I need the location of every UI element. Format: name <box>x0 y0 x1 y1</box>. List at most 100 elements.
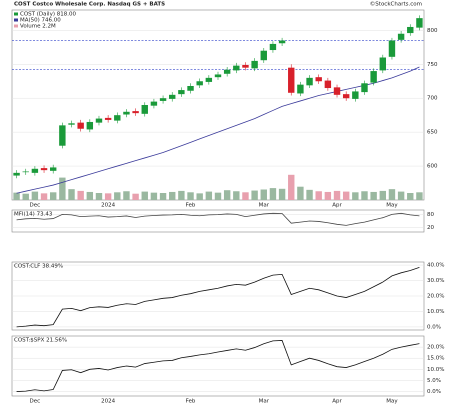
volume-bar <box>104 193 112 200</box>
candle-body <box>214 74 222 78</box>
x-tick-label: Feb <box>186 399 196 405</box>
y-tick-label: 0.0% <box>427 389 441 395</box>
y-tick-label: 10.0% <box>427 309 444 315</box>
legend-entry: COST (Daily) 818.00 <box>20 12 76 18</box>
volume-bar <box>114 192 121 200</box>
candle-body <box>132 111 139 114</box>
y-tick-label: 10.0% <box>427 367 444 373</box>
x-tick-label: May <box>386 399 398 405</box>
volume-bar <box>223 190 231 200</box>
candle-body <box>251 60 258 69</box>
candle-body <box>288 67 295 93</box>
x-tick-label: Apr <box>332 203 342 209</box>
volume-bar <box>233 191 240 200</box>
y-tick-label: 20.0% <box>427 345 444 351</box>
volume-bar <box>196 193 203 200</box>
candle-body <box>342 94 350 99</box>
panel-title: COST:$SPX 21.56% <box>14 338 67 344</box>
y-tick-label: 80 <box>427 212 434 218</box>
volume-bar <box>315 191 322 200</box>
candle-body <box>333 87 341 95</box>
candle-body <box>49 167 57 171</box>
panel-frame <box>11 9 425 201</box>
y-tick-label: 800 <box>427 28 438 34</box>
candle-body <box>196 81 203 86</box>
volume-bar <box>40 193 48 200</box>
volume-bar <box>150 192 158 200</box>
line <box>16 340 420 392</box>
x-tick-label: 2024 <box>101 203 115 209</box>
volume-bar <box>388 189 396 200</box>
candle-body <box>13 172 20 176</box>
candle-body <box>114 115 121 121</box>
candle-body <box>169 94 176 99</box>
volume-bar <box>397 191 405 200</box>
candle-body <box>59 125 66 146</box>
x-tick-label: May <box>386 203 398 209</box>
legend-entry: MA(50) 746.00 <box>20 18 61 24</box>
candle-body <box>104 117 112 120</box>
x-tick-label: 2024 <box>101 399 115 405</box>
y-tick-label: 20.0% <box>427 294 444 300</box>
x-tick-label: Apr <box>332 399 342 405</box>
candle-body <box>123 111 130 115</box>
volume-bar <box>123 191 130 200</box>
volume-bar <box>68 189 75 200</box>
x-tick-label: Mar <box>259 399 270 405</box>
volume-bar <box>95 193 103 200</box>
candle-body <box>68 123 75 125</box>
x-tick-label: Dec <box>30 203 41 209</box>
volume-bar <box>361 191 368 200</box>
y-tick-label: 40.0% <box>427 263 444 269</box>
candle-body <box>297 84 304 94</box>
legend-swatch <box>14 12 18 16</box>
volume-bar <box>288 174 295 200</box>
candle-body <box>388 40 396 57</box>
volume-bar <box>260 189 267 200</box>
candle-body <box>306 77 313 86</box>
candle-body <box>397 33 405 40</box>
candle-body <box>315 77 322 82</box>
y-tick-label: 700 <box>427 96 438 102</box>
volume-bar <box>205 191 213 200</box>
volume-bar <box>269 188 277 200</box>
volume-bar <box>22 193 29 200</box>
candle-body <box>86 121 94 130</box>
panel-title: COST:CLF 38.49% <box>14 264 63 270</box>
candle-body <box>379 57 387 71</box>
candle-body <box>370 71 377 83</box>
panel-frame <box>11 209 425 233</box>
x-tick-label: Feb <box>186 203 196 209</box>
volume-bar <box>333 190 341 200</box>
source: ©StockCharts.com <box>370 1 422 8</box>
candle-body <box>159 98 167 101</box>
candle-body <box>242 64 249 68</box>
y-tick-label: 5.0% <box>427 378 441 384</box>
volume-bar <box>306 189 313 200</box>
volume-bar <box>416 192 423 200</box>
volume-bar <box>342 191 350 200</box>
y-tick-label: 750 <box>427 62 438 68</box>
volume-bar <box>242 192 249 200</box>
x-tick-label: Dec <box>30 399 41 405</box>
y-tick-label: 650 <box>427 130 438 136</box>
volume-bar <box>77 190 84 200</box>
legend-swatch <box>14 24 18 28</box>
candle-body <box>178 90 185 95</box>
volume-bar <box>251 190 258 200</box>
candle-body <box>31 168 39 173</box>
moving-average-line <box>16 66 420 194</box>
candle-body <box>40 168 48 171</box>
candle-body <box>22 171 29 173</box>
candle-body <box>324 80 332 89</box>
volume-bar <box>159 193 167 200</box>
volume-bar <box>379 190 387 200</box>
line <box>16 212 420 226</box>
legend-swatch <box>14 18 18 22</box>
volume-bar <box>324 191 332 200</box>
y-tick-label: 600 <box>427 164 438 170</box>
candle-body <box>352 91 359 99</box>
volume-bar <box>141 191 148 200</box>
panel-title: MFI(14) 73.43 <box>14 212 53 218</box>
panel-frame <box>11 335 425 397</box>
